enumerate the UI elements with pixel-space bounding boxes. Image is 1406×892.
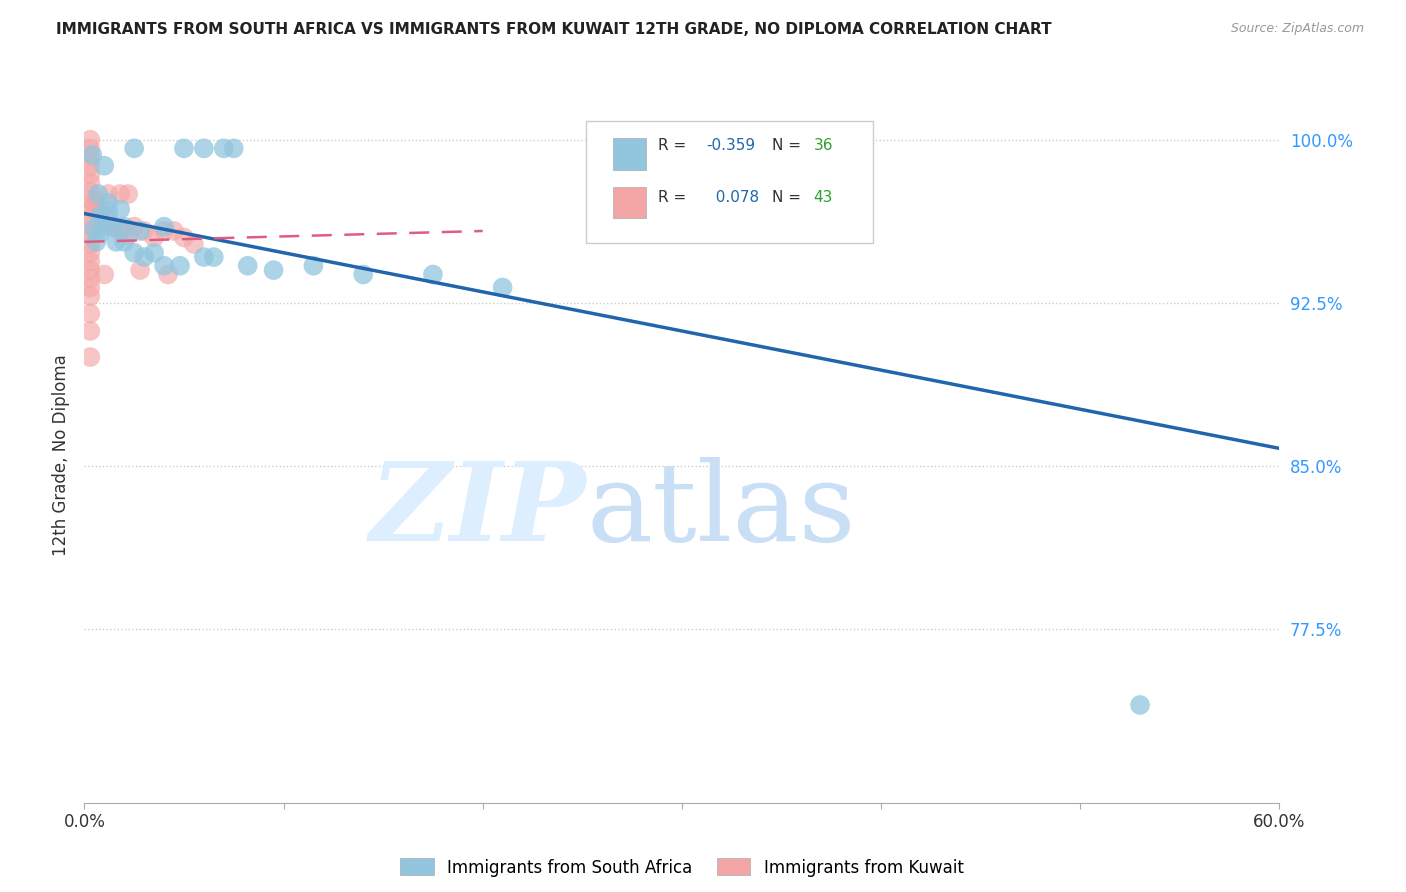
Legend: Immigrants from South Africa, Immigrants from Kuwait: Immigrants from South Africa, Immigrants…	[392, 850, 972, 885]
Point	[79, 263, 101, 277]
Point	[143, 245, 166, 260]
Text: ZIP: ZIP	[370, 457, 586, 565]
Point	[79, 272, 101, 286]
Point	[79, 254, 101, 268]
Point	[97, 195, 120, 210]
Text: 43: 43	[813, 190, 832, 205]
Point	[79, 176, 101, 190]
Point	[110, 202, 132, 217]
Text: R =: R =	[658, 137, 692, 153]
Point	[89, 202, 111, 217]
Point	[302, 259, 325, 273]
Point	[79, 133, 101, 147]
Point	[263, 263, 285, 277]
Point	[93, 209, 115, 223]
Point	[79, 237, 101, 252]
Point	[122, 141, 145, 155]
Point	[122, 219, 145, 234]
Point	[153, 259, 176, 273]
Point	[86, 235, 108, 249]
Point	[157, 268, 180, 282]
Point	[222, 141, 245, 155]
Point	[173, 141, 195, 155]
Point	[79, 228, 101, 243]
Point	[79, 280, 101, 294]
Point	[79, 150, 101, 164]
Point	[79, 211, 101, 225]
Point	[79, 141, 101, 155]
Point	[492, 280, 515, 294]
Point	[117, 186, 139, 201]
Text: N =: N =	[772, 190, 806, 205]
Point	[86, 194, 108, 208]
FancyBboxPatch shape	[613, 187, 647, 219]
Point	[129, 224, 152, 238]
FancyBboxPatch shape	[586, 121, 873, 243]
Point	[193, 141, 215, 155]
Point	[110, 224, 132, 238]
Point	[79, 307, 101, 321]
Point	[112, 219, 135, 234]
Point	[236, 259, 259, 273]
Point	[79, 219, 101, 234]
Point	[110, 186, 132, 201]
Point	[212, 141, 235, 155]
Point	[173, 230, 195, 244]
Text: N =: N =	[772, 137, 806, 153]
Point	[105, 235, 128, 249]
Point	[79, 202, 101, 217]
Point	[117, 228, 139, 243]
Point	[79, 245, 101, 260]
Text: 36: 36	[813, 137, 832, 153]
Point	[93, 268, 115, 282]
Text: -0.359: -0.359	[706, 137, 755, 153]
Text: atlas: atlas	[586, 457, 856, 564]
Text: Source: ZipAtlas.com: Source: ZipAtlas.com	[1230, 22, 1364, 36]
Point	[193, 250, 215, 264]
Point	[132, 224, 156, 238]
Point	[183, 237, 205, 252]
Point	[1129, 698, 1152, 712]
Point	[97, 186, 120, 201]
Point	[89, 226, 111, 240]
Text: 0.078: 0.078	[706, 190, 759, 205]
Point	[79, 168, 101, 182]
Point	[422, 268, 444, 282]
Point	[79, 350, 101, 364]
Text: IMMIGRANTS FROM SOUTH AFRICA VS IMMIGRANTS FROM KUWAIT 12TH GRADE, NO DIPLOMA CO: IMMIGRANTS FROM SOUTH AFRICA VS IMMIGRAN…	[56, 22, 1052, 37]
Point	[143, 230, 166, 244]
Point	[79, 185, 101, 199]
Point	[79, 194, 101, 208]
Point	[153, 224, 176, 238]
Point	[132, 250, 156, 264]
Point	[83, 221, 105, 235]
Point	[79, 159, 101, 173]
Text: R =: R =	[658, 190, 692, 205]
Point	[97, 204, 120, 219]
Point	[352, 268, 374, 282]
Point	[83, 198, 105, 212]
Point	[89, 209, 111, 223]
Point	[101, 219, 124, 234]
Point	[97, 213, 120, 227]
Point	[163, 224, 186, 238]
Point	[93, 219, 115, 234]
Point	[79, 289, 101, 303]
Point	[79, 324, 101, 338]
Point	[93, 159, 115, 173]
Point	[122, 245, 145, 260]
Y-axis label: 12th Grade, No Diploma: 12th Grade, No Diploma	[52, 354, 70, 556]
Point	[129, 263, 152, 277]
Point	[153, 219, 176, 234]
FancyBboxPatch shape	[613, 138, 647, 169]
Point	[82, 148, 104, 162]
Point	[87, 186, 110, 201]
Point	[112, 235, 135, 249]
Point	[169, 259, 191, 273]
Point	[202, 250, 225, 264]
Point	[103, 219, 125, 234]
